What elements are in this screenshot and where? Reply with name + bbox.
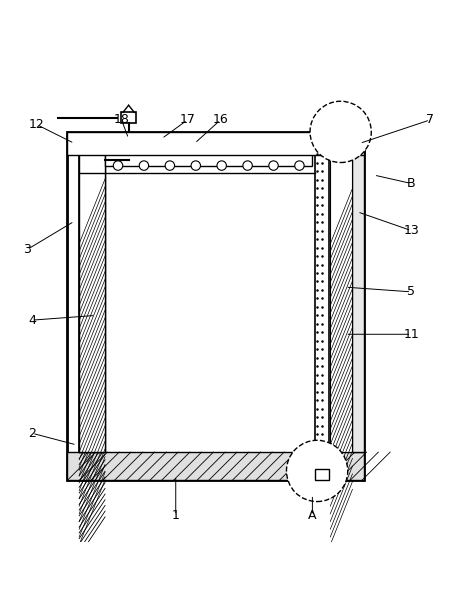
Text: 12: 12: [29, 118, 45, 131]
Circle shape: [165, 161, 174, 170]
Circle shape: [113, 161, 123, 170]
Bar: [353, 127, 357, 136]
Text: 13: 13: [403, 224, 419, 237]
Text: 2: 2: [28, 427, 36, 440]
Bar: [121, 113, 136, 122]
Circle shape: [269, 161, 278, 170]
Text: 1: 1: [172, 509, 180, 522]
Circle shape: [139, 161, 149, 170]
Circle shape: [243, 161, 252, 170]
Text: 5: 5: [407, 285, 415, 299]
Text: 11: 11: [403, 328, 419, 341]
Circle shape: [286, 440, 348, 502]
Circle shape: [295, 161, 304, 170]
Bar: [67, 132, 364, 480]
Text: 3: 3: [23, 243, 31, 256]
Bar: [353, 143, 364, 452]
Circle shape: [191, 161, 201, 170]
Bar: [334, 126, 346, 138]
Bar: [79, 143, 105, 452]
Text: A: A: [308, 509, 317, 522]
Bar: [315, 143, 329, 452]
Bar: [79, 143, 353, 469]
Circle shape: [310, 101, 371, 163]
Text: 17: 17: [180, 113, 195, 126]
Text: B: B: [407, 177, 416, 190]
Text: 18: 18: [114, 113, 129, 126]
Text: 4: 4: [28, 313, 36, 327]
Bar: [67, 132, 364, 155]
Bar: [105, 154, 312, 166]
Circle shape: [217, 161, 227, 170]
Polygon shape: [330, 143, 353, 452]
Polygon shape: [79, 143, 105, 452]
Text: 7: 7: [426, 113, 434, 126]
Text: 16: 16: [213, 113, 228, 126]
Bar: [315, 469, 329, 480]
Bar: [67, 452, 364, 480]
